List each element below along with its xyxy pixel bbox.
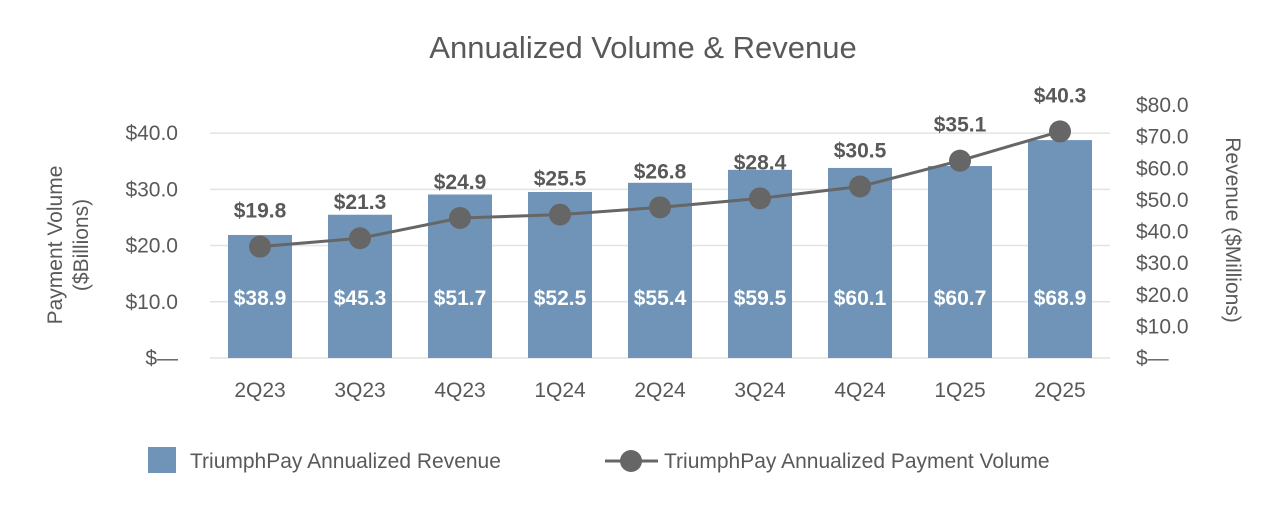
revenue-data-label: $55.4	[634, 287, 687, 310]
volume-data-label: $40.3	[1034, 84, 1087, 107]
volume-data-label: $35.1	[934, 114, 987, 137]
revenue-data-label: $51.7	[434, 287, 487, 310]
legend-revenue-label: TriumphPay Annualized Revenue	[190, 450, 501, 473]
volume-point	[549, 203, 571, 226]
volume-data-label: $26.8	[634, 160, 687, 183]
right-tick-label: $20.0	[1136, 284, 1189, 307]
left-axis-title-line1: Payment Volume	[44, 166, 67, 325]
volume-point	[349, 227, 371, 250]
x-tick-label: 4Q24	[834, 379, 886, 402]
revenue-data-label: $59.5	[734, 287, 787, 310]
revenue-data-label: $60.7	[934, 287, 987, 310]
x-tick-label: 1Q25	[934, 379, 985, 402]
revenue-data-label: $38.9	[234, 287, 287, 310]
x-tick-label: 4Q23	[434, 379, 485, 402]
legend-volume-label: TriumphPay Annualized Payment Volume	[664, 450, 1050, 473]
right-tick-label: $30.0	[1136, 252, 1189, 275]
volume-point	[249, 235, 271, 258]
right-tick-label: $60.0	[1136, 157, 1189, 180]
legend-revenue-swatch	[148, 447, 176, 473]
left-tick-label: $20.0	[125, 235, 178, 258]
x-tick-label: 2Q25	[1034, 379, 1085, 402]
right-tick-label: $80.0	[1136, 94, 1189, 117]
volume-point	[1049, 120, 1071, 143]
right-tick-label: $10.0	[1136, 315, 1189, 338]
x-tick-label: 3Q24	[734, 379, 786, 402]
volume-data-label: $19.8	[234, 200, 287, 223]
revenue-bar	[828, 167, 892, 358]
volume-data-label: $28.4	[734, 151, 787, 174]
chart-title: Annualized Volume & Revenue	[429, 30, 856, 65]
revenue-bar	[1028, 140, 1092, 358]
legend: TriumphPay Annualized Revenue TriumphPay…	[148, 447, 1050, 473]
left-tick-label: $10.0	[125, 291, 178, 314]
x-tick-label: 2Q24	[634, 379, 686, 402]
revenue-data-label: $68.9	[1034, 287, 1087, 310]
left-tick-label: $—	[145, 347, 178, 370]
legend-volume-marker	[620, 450, 642, 472]
x-tick-label: 1Q24	[534, 379, 586, 402]
volume-data-label: $24.9	[434, 171, 487, 194]
revenue-data-label: $52.5	[534, 287, 587, 310]
volume-point	[449, 207, 471, 230]
left-tick-label: $30.0	[125, 178, 178, 201]
left-axis-title: Payment Volume ($Billions)	[44, 166, 93, 325]
volume-data-label: $21.3	[334, 191, 387, 214]
right-tick-label: $40.0	[1136, 221, 1189, 244]
revenue-data-label: $60.1	[834, 287, 887, 310]
left-tick-label: $40.0	[125, 122, 178, 145]
right-tick-label: $—	[1136, 347, 1169, 370]
volume-point	[649, 196, 671, 219]
volume-point	[749, 187, 771, 210]
x-tick-label: 2Q23	[234, 379, 285, 402]
volume-data-label: $25.5	[534, 168, 587, 191]
revenue-data-label: $45.3	[334, 287, 387, 310]
right-axis-title: Revenue ($Millions)	[1221, 137, 1244, 323]
x-tick-label: 3Q23	[334, 379, 385, 402]
revenue-bar	[928, 166, 992, 358]
left-axis-title-line2: ($Billions)	[70, 199, 93, 291]
right-tick-label: $70.0	[1136, 126, 1189, 149]
volume-point	[849, 175, 871, 198]
right-tick-label: $50.0	[1136, 189, 1189, 212]
volume-point	[949, 149, 971, 172]
volume-data-label: $30.5	[834, 140, 887, 163]
